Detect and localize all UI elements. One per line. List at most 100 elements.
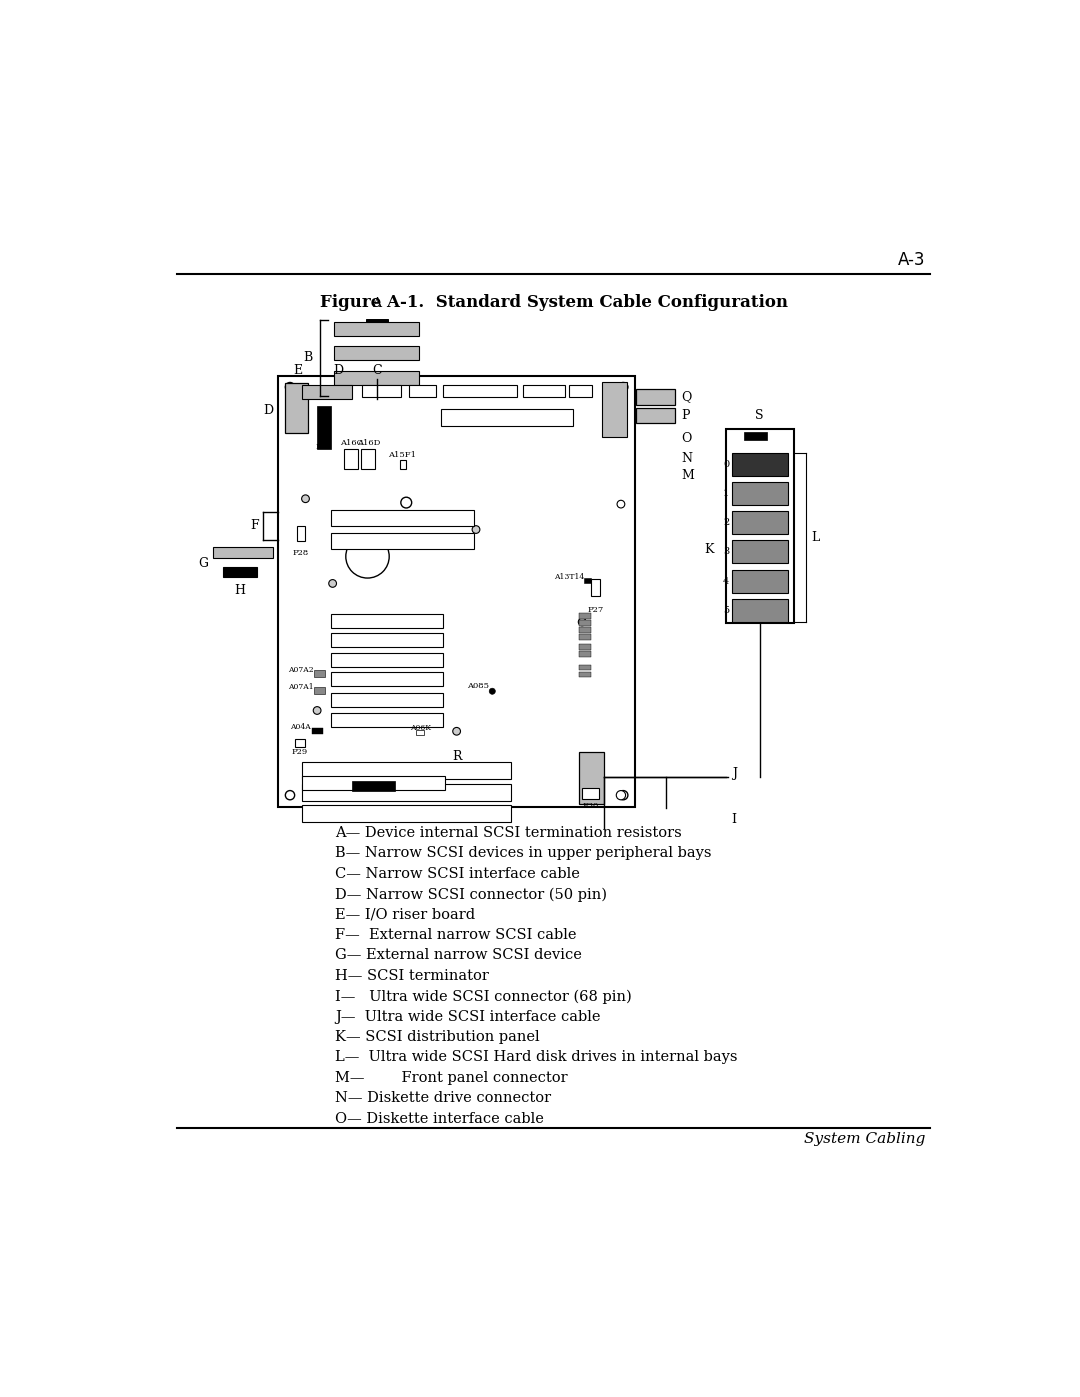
Bar <box>579 651 591 657</box>
Text: D— Narrow SCSI connector (50 pin): D— Narrow SCSI connector (50 pin) <box>335 887 607 901</box>
Bar <box>636 408 675 423</box>
Text: P27: P27 <box>588 606 604 615</box>
Bar <box>583 578 592 584</box>
Bar <box>441 409 572 426</box>
Bar <box>301 784 511 800</box>
Bar <box>579 665 591 671</box>
Circle shape <box>617 500 625 509</box>
Text: I—   Ultra wide SCSI connector (68 pin): I— Ultra wide SCSI connector (68 pin) <box>335 989 632 1003</box>
Bar <box>297 525 305 541</box>
Text: P30: P30 <box>582 802 598 810</box>
Bar <box>732 599 787 622</box>
Text: R: R <box>451 750 461 763</box>
Text: A: A <box>373 298 381 310</box>
Text: J—  Ultra wide SCSI interface cable: J— Ultra wide SCSI interface cable <box>335 1010 600 1024</box>
Text: G— External narrow SCSI device: G— External narrow SCSI device <box>335 949 582 963</box>
Text: 0: 0 <box>724 460 729 468</box>
Text: P28: P28 <box>293 549 309 557</box>
Text: C— Narrow SCSI interface cable: C— Narrow SCSI interface cable <box>335 866 580 880</box>
Circle shape <box>578 617 586 626</box>
Bar <box>345 450 359 469</box>
Text: E: E <box>293 363 302 377</box>
Text: A16C: A16C <box>340 439 363 447</box>
Text: A-3: A-3 <box>897 251 926 270</box>
Text: System Cabling: System Cabling <box>805 1133 926 1147</box>
Bar <box>332 652 444 666</box>
Bar <box>213 548 273 557</box>
Text: F: F <box>251 520 259 532</box>
Text: A07A1: A07A1 <box>287 683 313 692</box>
Circle shape <box>489 689 496 694</box>
Bar <box>569 384 592 397</box>
Bar <box>301 763 511 780</box>
Bar <box>296 739 305 746</box>
Bar <box>332 615 444 629</box>
Text: 3: 3 <box>724 548 729 556</box>
Bar <box>284 383 308 433</box>
Text: 5: 5 <box>724 606 729 615</box>
Text: M: M <box>681 469 694 482</box>
Bar <box>352 781 394 791</box>
Bar <box>332 510 474 525</box>
Bar <box>334 321 419 335</box>
Text: A13T14: A13T14 <box>554 573 584 581</box>
Text: L: L <box>811 531 819 543</box>
Bar <box>332 712 444 726</box>
Text: I: I <box>732 813 737 827</box>
Bar <box>314 686 325 694</box>
Text: O: O <box>681 432 692 446</box>
Circle shape <box>453 728 460 735</box>
Bar <box>582 788 599 799</box>
Text: 2: 2 <box>724 518 729 527</box>
Text: A15F1: A15F1 <box>389 451 417 458</box>
Bar <box>732 453 787 475</box>
Bar <box>579 627 591 633</box>
Bar <box>301 384 352 398</box>
Text: G: G <box>199 557 208 570</box>
Text: D: D <box>334 363 343 377</box>
Bar <box>603 381 627 437</box>
Bar <box>579 620 591 626</box>
Bar <box>332 633 444 647</box>
Bar <box>279 376 635 806</box>
Bar <box>444 384 517 397</box>
Text: P25: P25 <box>316 443 333 451</box>
Bar <box>416 729 424 735</box>
Text: B: B <box>303 351 312 365</box>
Text: C: C <box>372 363 381 377</box>
Bar <box>579 613 591 619</box>
Circle shape <box>313 707 321 714</box>
Text: E— I/O riser board: E— I/O riser board <box>335 908 475 922</box>
Bar <box>732 511 787 534</box>
Bar <box>591 578 600 595</box>
Text: A07A2: A07A2 <box>287 666 313 675</box>
Bar <box>744 432 768 440</box>
Text: A16D: A16D <box>356 439 380 447</box>
Bar <box>334 372 419 384</box>
Bar <box>523 384 565 397</box>
Text: K: K <box>704 543 714 556</box>
Circle shape <box>285 383 295 391</box>
Text: H: H <box>234 584 245 597</box>
Bar <box>332 693 444 707</box>
Circle shape <box>472 525 480 534</box>
Text: P: P <box>681 409 690 422</box>
Bar <box>408 384 435 397</box>
Text: L—  Ultra wide SCSI Hard disk drives in internal bays: L— Ultra wide SCSI Hard disk drives in i… <box>335 1051 738 1065</box>
Text: S: S <box>755 409 764 422</box>
Bar <box>579 752 604 805</box>
Bar <box>301 775 445 789</box>
Bar <box>362 450 375 469</box>
Bar <box>636 390 675 405</box>
Text: O— Diskette interface cable: O— Diskette interface cable <box>335 1112 544 1126</box>
Bar <box>332 534 474 549</box>
Text: H— SCSI terminator: H— SCSI terminator <box>335 970 489 983</box>
Circle shape <box>285 791 295 800</box>
Text: 1: 1 <box>724 489 729 497</box>
Bar <box>332 672 444 686</box>
Circle shape <box>619 383 627 391</box>
Bar <box>222 567 257 577</box>
Text: D: D <box>264 404 273 416</box>
Bar <box>726 429 794 623</box>
Bar <box>366 320 388 327</box>
